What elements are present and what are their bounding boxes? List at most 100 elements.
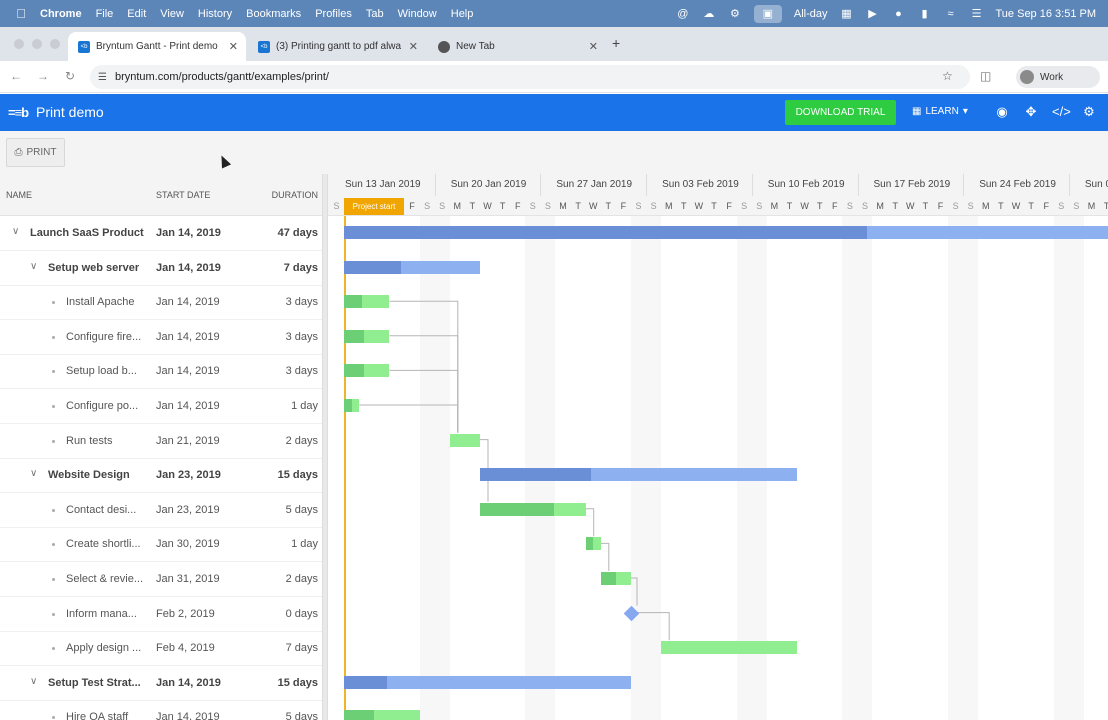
task-bar[interactable] [600, 572, 631, 585]
table-row[interactable]: ∨ Setup web server Jan 14, 2019 7 days [0, 251, 322, 286]
task-bar[interactable] [344, 329, 390, 343]
task-bar[interactable] [344, 364, 390, 378]
menu-history[interactable]: History [197, 7, 233, 20]
table-row[interactable]: ∨ Launch SaaS Product Jan 14, 2019 47 days [0, 216, 322, 251]
record-icon[interactable]: ● [895, 7, 902, 20]
dependency-line[interactable] [600, 542, 610, 571]
calendar-allday-label[interactable]: All-day [793, 7, 828, 20]
task-bar[interactable] [585, 537, 601, 551]
table-row[interactable]: Configure po... Jan 14, 2019 1 day [0, 389, 322, 424]
new-tab-plus-icon[interactable]: + [612, 35, 621, 51]
tab-bryntum-print[interactable]: <b Bryntum Gantt - Print demo ✕ [68, 32, 246, 61]
close-tab-icon[interactable]: ✕ [228, 41, 238, 53]
task-bar[interactable] [661, 641, 798, 655]
site-settings-icon[interactable]: ☰ [98, 71, 107, 83]
day-label: M [876, 201, 884, 211]
gantt-toolbar: ⎙ PRINT [0, 131, 1108, 174]
zoom-window-icon[interactable] [50, 39, 60, 49]
grid-timeline-splitter[interactable] [322, 174, 328, 720]
menu-tab[interactable]: Tab [365, 7, 384, 20]
chevron-down-icon[interactable]: ∨ [30, 675, 38, 687]
summary-task-bar[interactable] [344, 675, 631, 689]
table-row[interactable]: Configure fire... Jan 14, 2019 3 days [0, 320, 322, 355]
code-icon[interactable]: </> [1052, 104, 1071, 119]
menu-help[interactable]: Help [450, 7, 474, 20]
dependency-line[interactable] [585, 508, 595, 537]
table-row[interactable]: Hire QA staff Jan 14, 2019 5 days [0, 700, 322, 720]
chevron-down-icon[interactable]: ∨ [30, 468, 38, 480]
forward-arrow-icon[interactable]: → [37, 69, 49, 83]
play-icon[interactable]: ▶ [868, 8, 877, 20]
menu-window[interactable]: Window [397, 7, 437, 20]
close-tab-icon[interactable]: ✕ [588, 41, 598, 53]
wifi-icon[interactable]: ≈ [947, 7, 954, 20]
locale-globe-icon[interactable]: ◉ [996, 104, 1008, 119]
summary-task-bar[interactable] [344, 260, 480, 274]
dependency-line[interactable] [389, 300, 459, 433]
table-row[interactable]: Contact desi... Jan 23, 2019 5 days [0, 493, 322, 528]
layout-icon[interactable]: ▦ [841, 8, 852, 20]
reload-icon[interactable]: ↻ [64, 69, 76, 83]
menu-app-chrome[interactable]: Chrome [40, 7, 82, 20]
control-center-icon[interactable]: ☰ [971, 8, 982, 20]
summary-task-bar[interactable] [480, 468, 798, 482]
column-header-start-date[interactable]: START DATE [156, 190, 211, 200]
print-button[interactable]: ⎙ PRINT [6, 138, 65, 167]
battery-icon[interactable]: ▮ [921, 8, 928, 20]
table-row[interactable]: Install Apache Jan 14, 2019 3 days [0, 285, 322, 321]
download-trial-button[interactable]: DOWNLOAD TRIAL [785, 100, 896, 125]
chevron-down-icon[interactable]: ∨ [30, 260, 38, 272]
table-row[interactable]: ∨ Website Design Jan 23, 2019 15 days [0, 458, 322, 494]
browser-tab-strip: <b Bryntum Gantt - Print demo ✕ <b (3) P… [0, 27, 1108, 61]
at-sign-icon[interactable]: @ [677, 7, 689, 20]
menu-edit[interactable]: Edit [127, 7, 147, 20]
table-row[interactable]: Create shortli... Jan 30, 2019 1 day [0, 527, 322, 563]
menubar-clock[interactable]: Tue Sep 16 3:51 PM [995, 7, 1097, 20]
close-tab-icon[interactable]: ✕ [408, 41, 418, 53]
tab-printing-gantt[interactable]: <b (3) Printing gantt to pdf alwa ✕ [248, 32, 426, 61]
bookmark-star-icon[interactable]: ☆ [942, 69, 953, 83]
profile-chip[interactable]: Work [1016, 66, 1100, 88]
dependency-line[interactable] [631, 612, 670, 641]
task-bar[interactable] [344, 710, 420, 720]
fullscreen-arrows-icon[interactable]: ✥ [1025, 104, 1037, 119]
url-text[interactable]: bryntum.com/products/gantt/examples/prin… [114, 71, 329, 83]
dependency-line[interactable] [389, 369, 459, 433]
screen-share-icon[interactable]: ▣ [753, 4, 782, 23]
settings-gear-icon[interactable]: ⚙ [1083, 104, 1095, 119]
column-header-name[interactable]: NAME [6, 190, 33, 200]
tab-new-tab[interactable]: New Tab ✕ [428, 32, 606, 61]
cloud-icon[interactable]: ☁ [703, 8, 715, 20]
gear-icon[interactable]: ⚙ [729, 8, 740, 20]
column-header-duration[interactable]: DURATION [271, 190, 318, 200]
dependency-line[interactable] [389, 335, 459, 433]
dependency-line[interactable] [631, 577, 638, 606]
menu-profiles[interactable]: Profiles [315, 7, 352, 20]
table-row[interactable]: Setup load b... Jan 14, 2019 3 days [0, 354, 322, 390]
apple-icon[interactable]:  [14, 6, 28, 21]
task-name-cell: Hire QA staff [66, 711, 129, 720]
menu-bookmarks[interactable]: Bookmarks [246, 7, 302, 20]
menu-file[interactable]: File [95, 7, 114, 20]
table-row[interactable]: Apply design ... Feb 4, 2019 7 days [0, 631, 322, 667]
summary-task-bar[interactable] [344, 226, 1108, 239]
bryntum-logo-icon[interactable]: =≡b [8, 105, 29, 120]
table-row[interactable]: Run tests Jan 21, 2019 2 days [0, 424, 322, 459]
learn-menu-button[interactable]: ▦ LEARN ▾ [912, 106, 968, 117]
day-label: T [605, 201, 612, 211]
minimize-window-icon[interactable] [32, 39, 42, 49]
task-bar[interactable] [344, 295, 390, 309]
table-row[interactable]: Inform mana... Feb 2, 2019 0 days [0, 597, 322, 632]
task-bar[interactable] [480, 502, 586, 516]
url-omnibox[interactable]: ☰ bryntum.com/products/gantt/examples/pr… [90, 65, 970, 89]
task-bar[interactable] [449, 433, 480, 447]
chevron-down-icon[interactable]: ∨ [12, 226, 20, 237]
menu-view[interactable]: View [160, 7, 184, 20]
table-row[interactable]: ∨ Setup Test Strat... Jan 14, 2019 15 days [0, 666, 322, 701]
dependency-line[interactable] [359, 404, 459, 433]
back-arrow-icon[interactable]: ← [10, 69, 22, 83]
close-window-icon[interactable] [14, 39, 24, 49]
extensions-puzzle-icon[interactable]: ◫ [980, 69, 992, 83]
task-bar[interactable] [344, 399, 360, 412]
table-row[interactable]: Select & revie... Jan 31, 2019 2 days [0, 562, 322, 597]
